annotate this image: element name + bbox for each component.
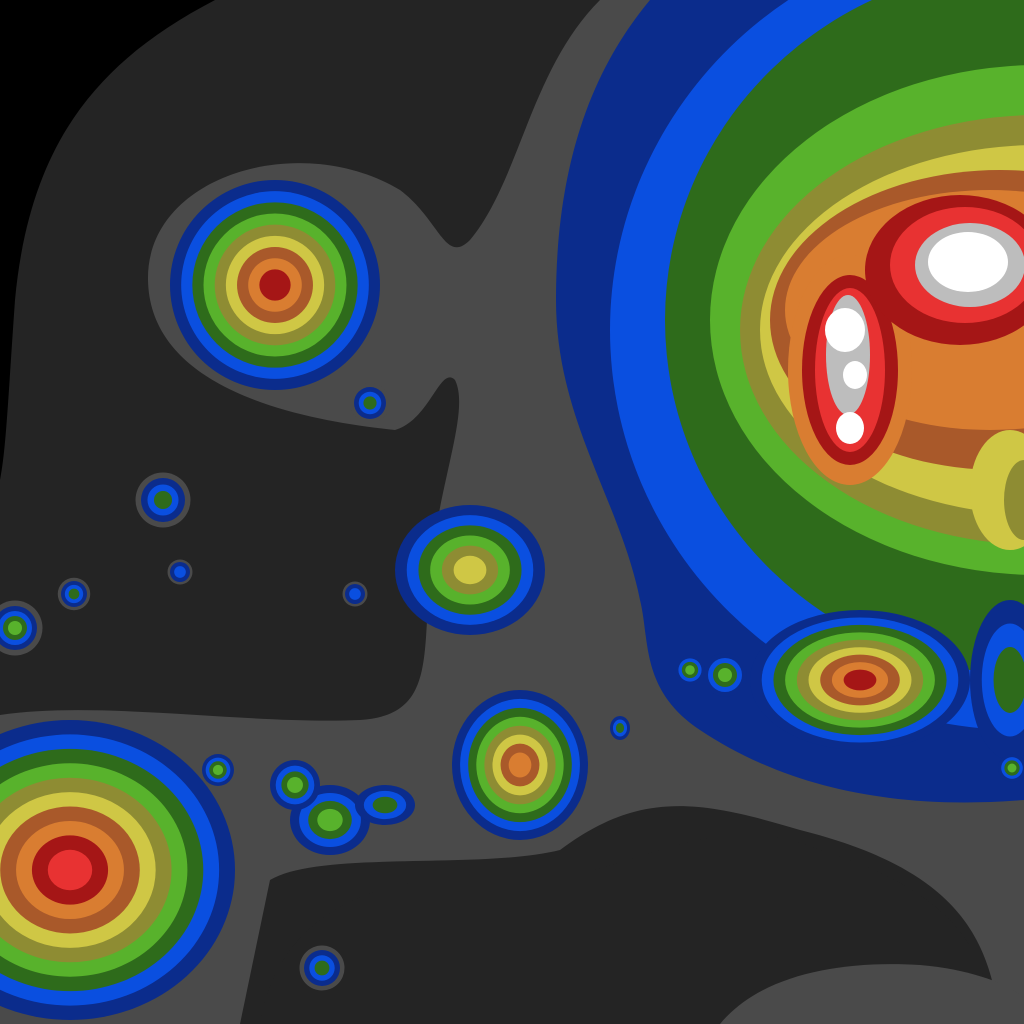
contour [8,621,22,635]
void [0,0,215,480]
contour [259,269,291,301]
contour [363,396,377,410]
contour [153,490,173,510]
contour [372,796,398,814]
contour [843,669,877,691]
contour [453,555,487,585]
contour [718,668,732,682]
contour [317,808,343,832]
contour [287,777,303,793]
contour-gray [720,964,1024,1024]
contour [1004,460,1024,540]
contour [685,665,695,675]
contour [843,361,867,389]
contour [508,752,532,778]
contour [174,566,186,578]
contour [314,960,330,976]
contour [615,723,625,733]
contour [47,849,93,891]
contour [928,232,1008,292]
contour [825,308,865,352]
contour [836,412,864,444]
contour [993,647,1024,713]
contour [1007,763,1017,773]
contour [212,764,224,776]
contour [68,588,80,600]
contour [349,588,361,600]
